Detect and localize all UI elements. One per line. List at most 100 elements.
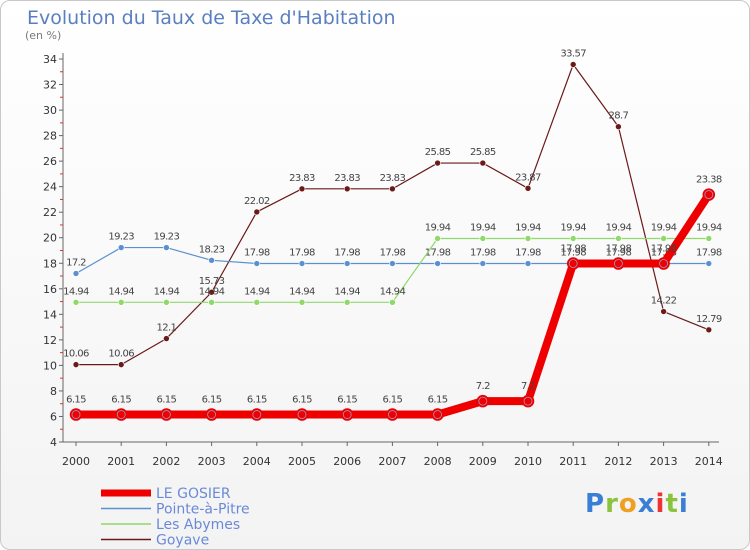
data-label: 14.94 [244, 286, 270, 297]
data-label: 17.98 [244, 248, 270, 259]
logo-letter: r [605, 489, 619, 519]
data-point-inner [342, 410, 352, 419]
data-label: 17.98 [606, 248, 632, 259]
data-point [117, 299, 125, 306]
data-label: 12.79 [696, 314, 722, 325]
data-label: 23.38 [696, 175, 722, 186]
data-point [72, 270, 80, 277]
y-tick-label: 10 [43, 359, 57, 372]
data-label: 17.98 [470, 248, 496, 259]
data-point [163, 335, 170, 342]
data-point-inner [568, 259, 578, 268]
legend-label: Goyave [156, 533, 209, 549]
data-point [705, 260, 713, 267]
data-point [660, 308, 667, 315]
x-tick-label: 2012 [604, 455, 632, 468]
data-point [253, 299, 261, 306]
data-point [208, 257, 215, 264]
data-point [389, 260, 396, 267]
data-label: 14.94 [63, 286, 89, 297]
data-point [479, 159, 487, 167]
x-tick-label: 2003 [198, 455, 226, 468]
data-point [298, 299, 306, 306]
x-tick-label: 2000 [62, 455, 90, 468]
series-line-goyave [76, 63, 710, 366]
data-point-inner [207, 410, 217, 419]
data-label: 7.2 [476, 381, 490, 392]
data-label: 17.98 [380, 248, 406, 259]
legend-label: LE GOSIER [156, 486, 231, 502]
data-label: 6.15 [111, 395, 131, 406]
data-label: 15.73 [199, 276, 225, 287]
data-point [298, 185, 306, 193]
data-label: 19.23 [154, 232, 180, 243]
data-point [524, 185, 532, 192]
data-label: 23.83 [334, 173, 360, 184]
data-point [705, 235, 713, 242]
data-point [253, 260, 261, 267]
data-label: 19.94 [560, 222, 586, 233]
data-point [434, 260, 441, 267]
chart-title: Evolution du Taux de Taxe d'Habitation [27, 7, 396, 29]
data-point [208, 299, 215, 306]
logo-letter: x [637, 489, 656, 519]
data-label: 12.1 [156, 323, 176, 334]
data-label: 17.98 [425, 248, 451, 259]
data-point [343, 299, 351, 306]
x-tick-label: 2009 [469, 455, 497, 468]
y-tick-label: 6 [50, 410, 57, 423]
data-label: 19.94 [651, 222, 677, 233]
data-label: 17.98 [651, 248, 677, 259]
data-point-inner [161, 410, 171, 419]
data-point [389, 185, 396, 193]
data-label: 33.57 [560, 48, 586, 59]
data-label: 14.94 [108, 286, 134, 297]
data-point-inner [614, 259, 623, 268]
data-label: 19.94 [606, 222, 632, 233]
y-tick-label: 30 [43, 104, 57, 117]
data-label: 17.98 [334, 248, 360, 259]
data-label: 18.23 [199, 244, 225, 255]
y-tick-label: 8 [50, 385, 57, 398]
data-point [660, 235, 667, 242]
data-point-inner [387, 410, 397, 419]
data-label: 28.7 [608, 111, 628, 122]
data-label: 6.15 [428, 395, 448, 406]
data-point-inner [433, 410, 443, 419]
data-label: 6.15 [202, 395, 222, 406]
x-tick-label: 2004 [243, 455, 271, 468]
data-point [163, 299, 170, 306]
data-point [163, 244, 170, 251]
data-point [479, 260, 487, 267]
data-point [253, 208, 261, 216]
x-tick-label: 2007 [378, 455, 406, 468]
data-point [343, 185, 351, 193]
data-label: 6.15 [292, 395, 312, 406]
data-point [117, 244, 125, 251]
y-tick-label: 22 [43, 206, 57, 219]
data-point [615, 235, 622, 242]
data-point [434, 159, 441, 167]
data-point [434, 235, 441, 242]
x-tick-label: 2013 [650, 455, 678, 468]
y-tick-label: 4 [50, 436, 57, 449]
data-point [569, 235, 577, 242]
data-label: 17.98 [289, 248, 315, 259]
data-label: 17.98 [651, 244, 677, 255]
unit-label: (en %) [25, 29, 62, 42]
legend-label: Les Abymes [156, 517, 240, 533]
x-tick-label: 2002 [152, 455, 180, 468]
logo-letter: t [665, 489, 679, 519]
y-tick-label: 34 [43, 53, 57, 66]
data-label: 10.06 [63, 349, 89, 360]
y-tick-label: 18 [43, 257, 57, 270]
x-tick-label: 2014 [695, 455, 723, 468]
data-point-inner [252, 410, 262, 419]
data-point-inner [297, 410, 307, 419]
x-tick-label: 2008 [424, 455, 452, 468]
data-point [343, 260, 351, 267]
data-label: 17.98 [560, 244, 586, 255]
data-label: 14.94 [199, 286, 225, 297]
